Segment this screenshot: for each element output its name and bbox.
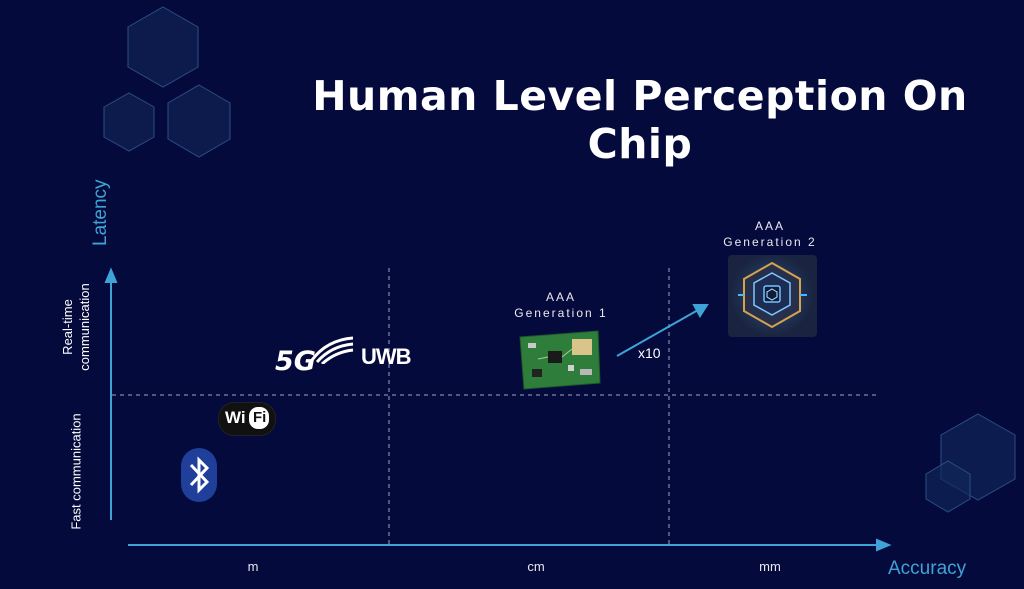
gen2-line2: Generation 2: [723, 235, 817, 249]
upgrade-multiplier: x10: [638, 345, 661, 361]
row-label-fast: Fast communication: [68, 413, 84, 530]
gen1-line2: Generation 1: [514, 306, 608, 320]
x-axis: [128, 538, 892, 552]
wifi-fi-text: Fi: [253, 409, 267, 426]
grid-lines: [112, 268, 878, 545]
5g-logo-text: 5G: [275, 346, 316, 377]
bluetooth-logo: [181, 448, 217, 502]
y-axis: [104, 267, 118, 520]
wifi-fi-badge: Fi: [249, 407, 269, 429]
gen2-line1: AAA: [754, 219, 785, 233]
5g-waves-icon: [310, 336, 354, 364]
row-label-realtime: Real-time communication: [60, 283, 92, 371]
x-tick-mm: mm: [759, 559, 781, 574]
y-axis-title: Latency: [90, 179, 111, 246]
gen1-board-image: [518, 329, 602, 395]
bluetooth-icon: [189, 456, 210, 494]
hexagon-cluster-bottom-right: [925, 413, 1016, 513]
x-tick-m: m: [247, 559, 259, 574]
gen2-chip-image: [728, 255, 817, 337]
circuit-board-icon: [519, 330, 601, 390]
5g-logo: 5G: [275, 336, 354, 377]
page-title: Human Level Perception On Chip: [312, 72, 968, 168]
wifi-logo-text: Wi: [225, 408, 246, 427]
hexagon-cluster-top-left: [103, 6, 231, 158]
gen1-label: AAA Generation 1: [471, 289, 651, 321]
gen1-line1: AAA: [545, 290, 576, 304]
x-axis-title: Accuracy: [888, 558, 967, 579]
uwb-logo: UWB: [361, 344, 412, 369]
gen2-label: AAA Generation 2: [680, 218, 860, 250]
wifi-logo: Wi Fi: [218, 402, 276, 436]
upgrade-arrow: [616, 304, 709, 357]
chip-icon: [728, 255, 817, 337]
x-tick-cm: cm: [527, 559, 545, 574]
